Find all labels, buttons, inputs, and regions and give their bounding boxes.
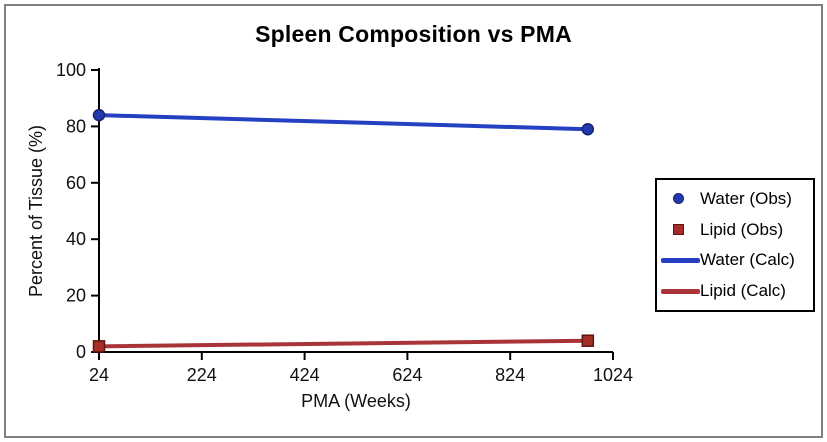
x-tick-label: 224 [187,365,217,385]
x-tick-label: 424 [290,365,320,385]
x-tick-label: 824 [495,365,525,385]
y-tick-label: 80 [66,116,86,136]
marker-water-obs- [92,108,106,122]
legend-item-water-calc: Water (Calc) [657,246,813,274]
y-tick-label: 40 [66,229,86,249]
marker-lipid-obs- [581,334,595,347]
x-tick-label: 1024 [593,365,633,385]
lipid-obs-marker-icon [673,224,684,236]
water-calc-line-icon [661,257,700,263]
legend-label: Water (Calc) [700,250,795,270]
legend: Water (Obs) Lipid (Obs) Water (Calc) Lip… [655,178,815,312]
legend-item-lipid-calc: Lipid (Calc) [657,277,813,305]
series-water-calc- [97,113,590,132]
y-tick-label: 100 [56,60,86,80]
series-lipid-calc- [97,338,590,349]
legend-item-lipid-obs: Lipid (Obs) [657,216,813,244]
marker-water-obs- [581,122,595,136]
x-tick-label: 624 [392,365,422,385]
y-tick-label: 20 [66,286,86,306]
marker-lipid-obs- [92,340,106,353]
y-tick-label: 0 [76,342,86,362]
legend-item-water-obs: Water (Obs) [657,185,813,213]
legend-label: Lipid (Calc) [700,281,786,301]
x-tick-label: 24 [89,365,109,385]
water-obs-marker-icon [673,193,684,205]
legend-label: Lipid (Obs) [700,219,784,239]
x-axis-label: PMA (Weeks) [301,391,411,411]
legend-label: Water (Obs) [700,188,792,208]
y-tick-label: 60 [66,173,86,193]
chart-title: Spleen Composition vs PMA [255,21,572,47]
lipid-calc-line-icon [661,288,700,294]
